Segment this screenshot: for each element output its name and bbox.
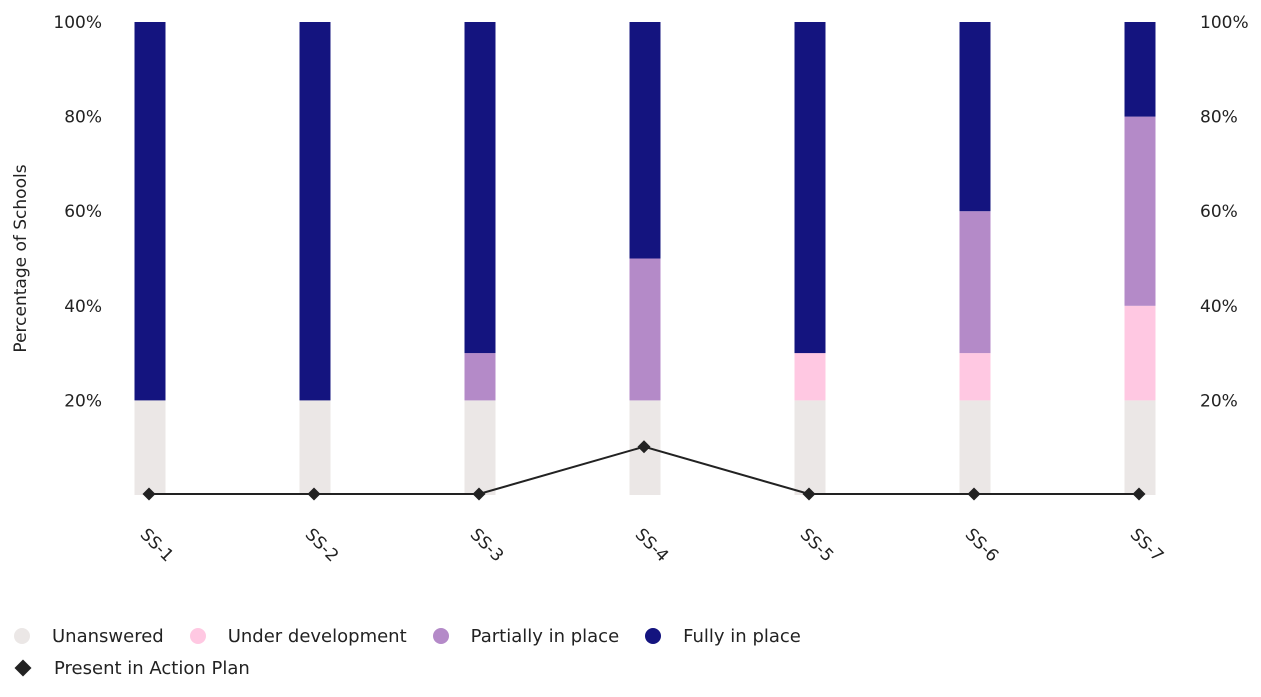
legend-label: Partially in place [470,625,620,647]
bar-segment-under-development [959,353,991,401]
bar-segment-fully-in-place [1124,22,1156,117]
bar-segment-partially-in-place [629,258,661,401]
y-tick-label-left: 80% [64,108,102,128]
right-y-axis: 20% 40% 60% 80% 100% [1200,13,1249,411]
bar-segment-partially-in-place [959,211,991,354]
legend-swatch-icon [14,628,30,644]
legend-swatch-icon [432,628,449,644]
bar-segment-unanswered [794,400,826,495]
y-tick-label-right: 40% [1200,297,1238,317]
legend-label: Under development [227,625,407,647]
legend-swatch-icon [189,628,206,644]
x-axis: SS-1 SS-2 SS-3 SS-4 SS-5 SS-6 SS-7 [136,525,1167,566]
left-y-axis: 20% 40% 60% 80% 100% [53,13,102,411]
bar-segment-unanswered [134,400,166,495]
bar-segment-fully-in-place [134,22,166,401]
legend-label: Present in Action Plan [54,657,250,679]
bar-segment-under-development [1124,305,1156,401]
legend: Unanswered Under development Partially in … [14,620,1244,684]
bar-segment-fully-in-place [464,22,496,354]
legend-swatch-icon [645,628,662,644]
bar-segment-fully-in-place [629,22,661,259]
y-axis-label: Percentage of Schools [11,164,31,352]
legend-item-under-development: Under development [189,625,407,647]
x-tick-label: SS-1 [136,525,177,566]
bar-segment-partially-in-place [1124,116,1156,306]
y-tick-label-left: 20% [64,391,102,411]
bar-segment-unanswered [959,400,991,495]
bar-segment-fully-in-place [959,22,991,212]
x-tick-label: SS-6 [961,525,1002,566]
bar-segment-fully-in-place [794,22,826,354]
y-tick-label-left: 60% [64,202,102,222]
action-plan-line [142,440,1146,501]
legend-row-stacks: Unanswered Under development Partially in … [14,620,1244,652]
bars [134,22,1156,495]
legend-item-action-plan: Present in Action Plan [14,658,250,679]
action-plan-marker [637,440,651,454]
action-plan-marker [802,487,816,501]
bar-segment-unanswered [464,400,496,495]
action-plan-marker [472,487,486,501]
chart: 20% 40% 60% 80% 100% 20% 40% 60% 80% 100% Percen… [11,13,1249,566]
bar-segment-unanswered [1124,400,1156,495]
bar-segment-fully-in-place [299,22,331,401]
legend-item-fully-in-place: Fully in place [645,626,801,647]
y-tick-label-right: 20% [1200,391,1238,411]
diamond-marker-icon [14,659,32,677]
legend-item-partially-in-place: Partially in place [432,625,620,647]
x-tick-label: SS-7 [1126,525,1167,566]
x-tick-label: SS-3 [466,525,507,566]
action-plan-marker [142,487,156,501]
bar-segment-under-development [794,353,826,401]
bar-segment-partially-in-place [464,353,496,401]
action-plan-marker [307,487,321,501]
action-plan-marker [1132,487,1146,501]
x-tick-label: SS-2 [301,525,342,566]
x-tick-label: SS-4 [631,525,672,566]
legend-item-unanswered: Unanswered [14,626,164,647]
bar-segment-unanswered [299,400,331,495]
y-tick-label-left: 40% [64,297,102,317]
x-tick-label: SS-5 [796,525,837,566]
action-plan-marker [967,487,981,501]
legend-row-line: Present in Action Plan [14,652,1244,684]
legend-label: Fully in place [683,625,801,647]
y-tick-label-left: 100% [53,13,102,33]
legend-label: Unanswered [52,625,164,647]
y-tick-label-right: 60% [1200,202,1238,222]
y-tick-label-right: 80% [1200,108,1238,128]
y-tick-label-right: 100% [1200,13,1249,33]
